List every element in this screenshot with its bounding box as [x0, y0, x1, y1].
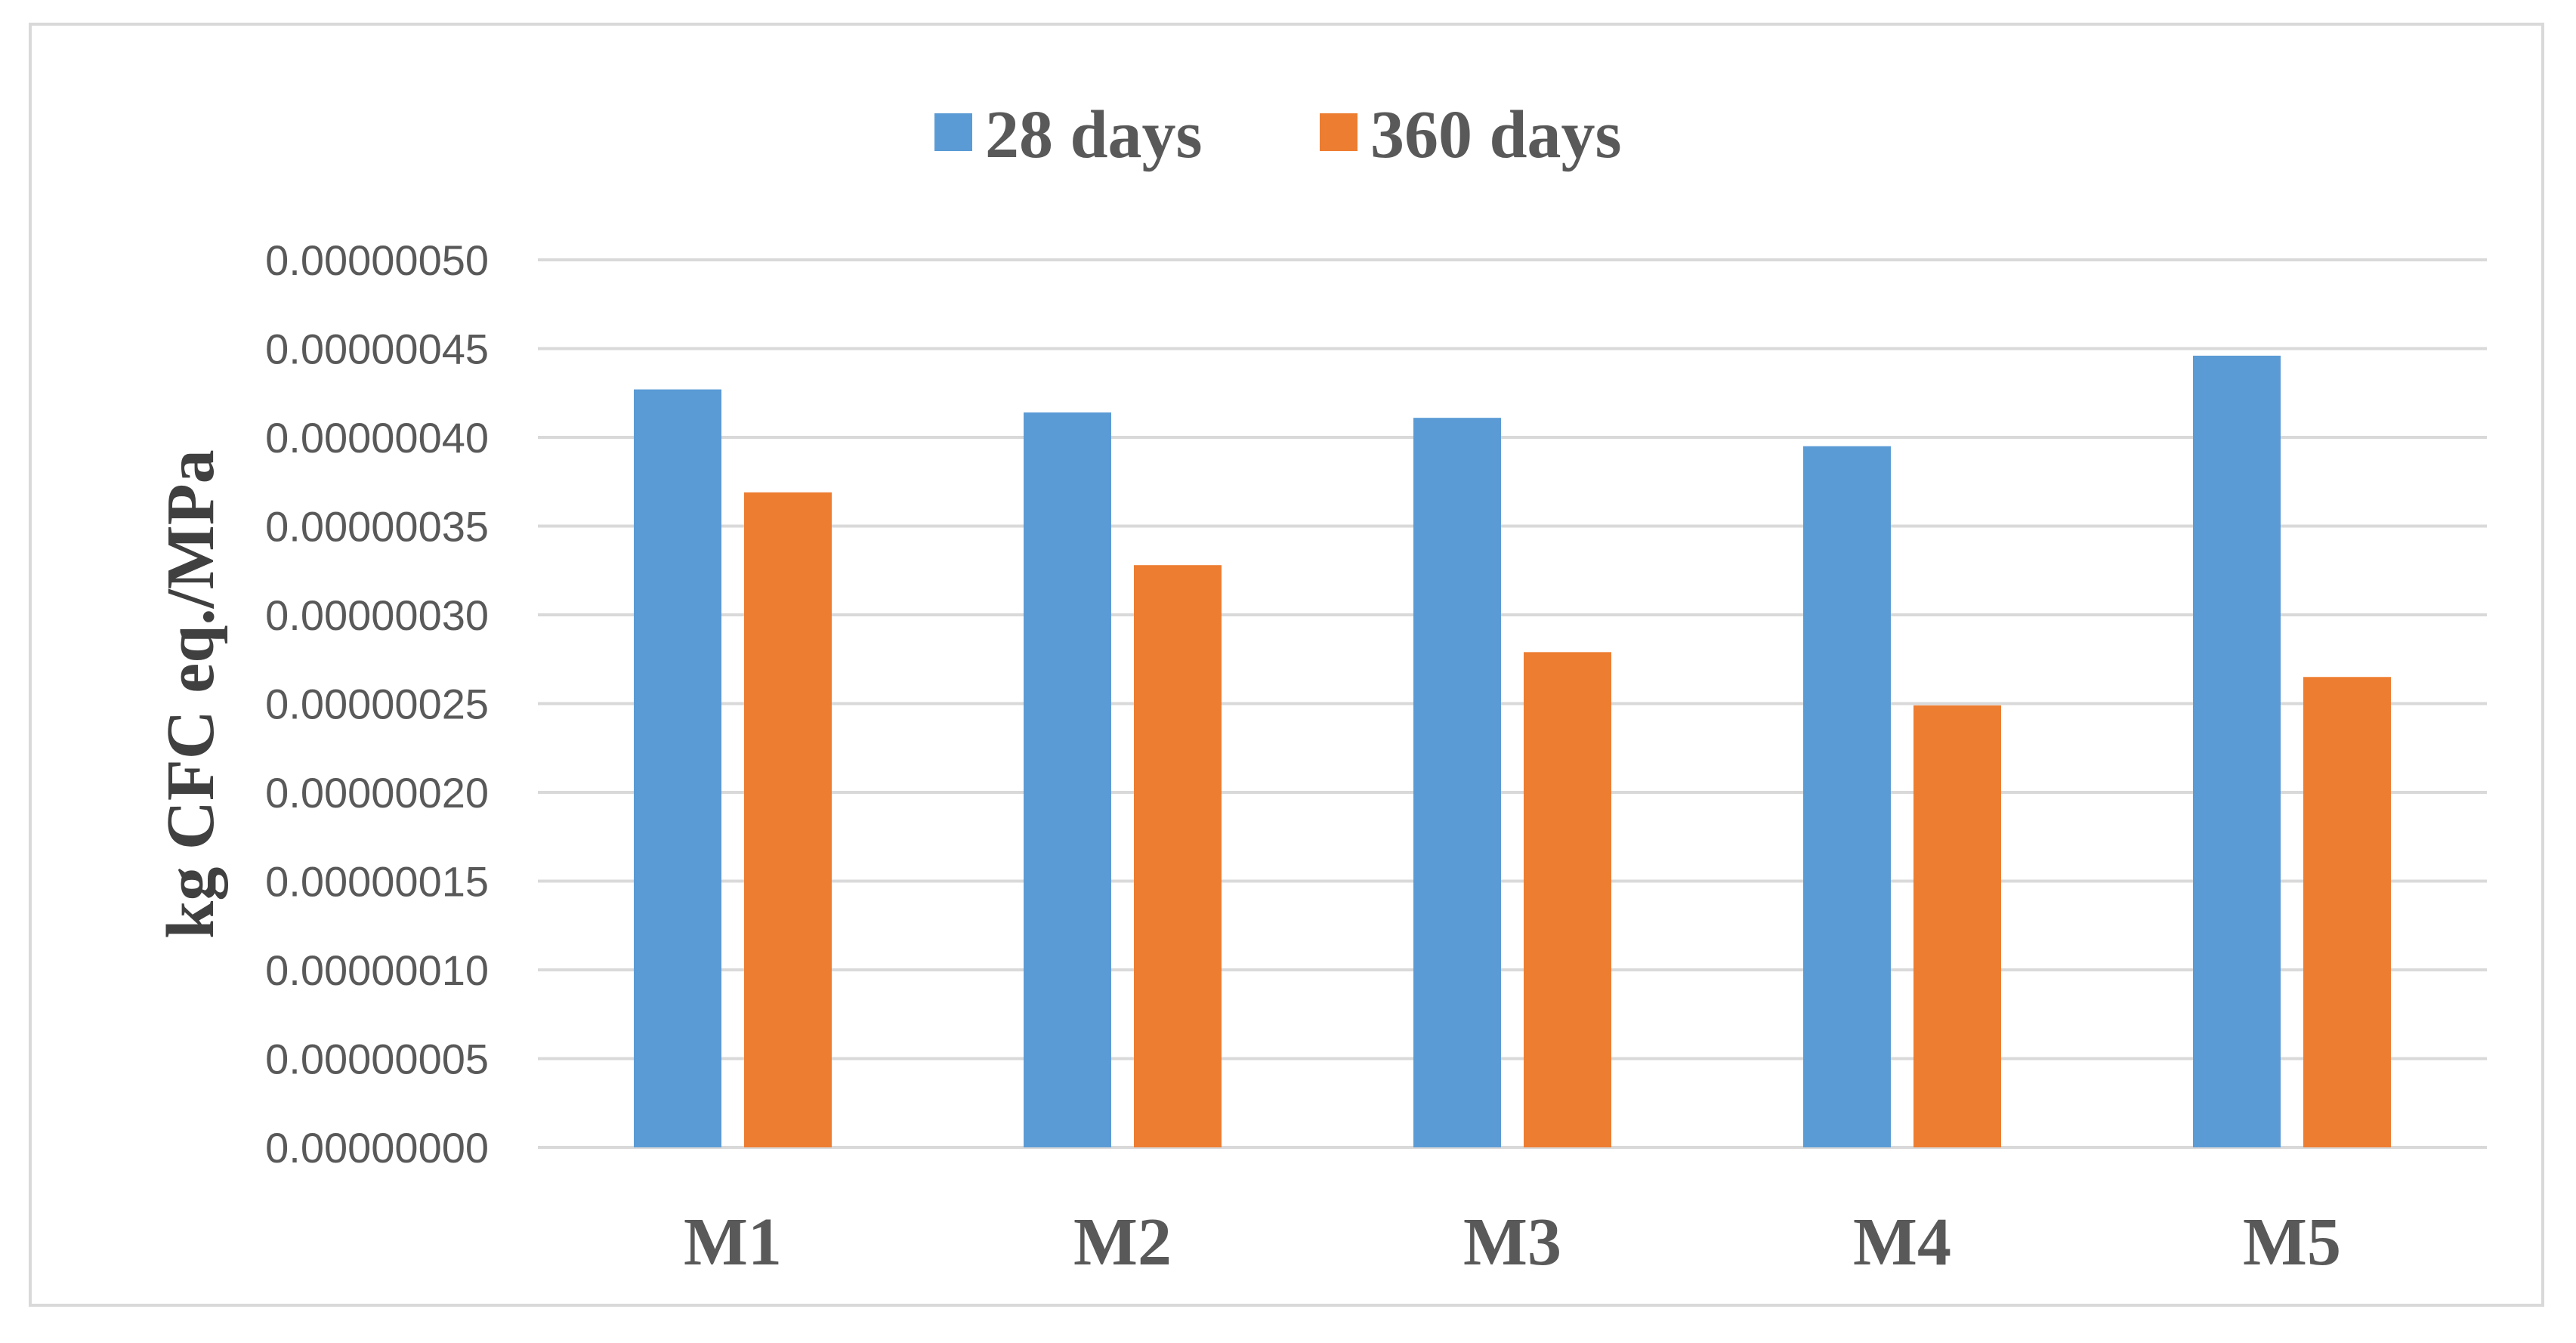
bar-m4-series-2: [1913, 705, 2001, 1147]
bar-m2-series-2: [1134, 565, 1222, 1147]
bar-m5-series-2: [2303, 677, 2391, 1147]
y-tick-label: 0.00000050: [265, 236, 489, 284]
gridlines: [538, 258, 2487, 1149]
chart-frame: 0.00000000 0.00000005 0.00000010 0.00000015…: [29, 23, 2544, 1307]
legend-swatch-series-1: [934, 113, 972, 151]
legend-label-series-2: 360 days: [1370, 97, 1622, 172]
legend-label-series-1: 28 days: [985, 97, 1203, 172]
x-category-label: M4: [1853, 1205, 1951, 1280]
y-tick-label: 0.00000025: [265, 681, 489, 728]
bar-m2-series-1: [1024, 412, 1111, 1147]
x-category-label: M5: [2243, 1205, 2341, 1280]
x-category-label: M3: [1463, 1205, 1561, 1280]
y-axis-ticks: 0.00000000 0.00000005 0.00000010 0.00000015…: [265, 236, 489, 1172]
bar-m3-series-2: [1524, 652, 1611, 1147]
y-tick-label: 0.00000035: [265, 503, 489, 551]
legend: 28 days 360 days: [934, 97, 1622, 172]
bar-m3-series-1: [1413, 418, 1501, 1147]
bars: [634, 355, 2391, 1147]
x-category-label: M2: [1073, 1205, 1172, 1280]
y-tick-label: 0.00000040: [265, 414, 489, 462]
legend-swatch-series-2: [1320, 113, 1357, 151]
bar-chart: 0.00000000 0.00000005 0.00000010 0.00000015…: [153, 97, 2487, 1280]
y-tick-label: 0.00000045: [265, 326, 489, 373]
bar-m1-series-2: [744, 492, 832, 1147]
x-category-label: M1: [684, 1205, 782, 1280]
bar-m4-series-1: [1803, 446, 1891, 1147]
y-tick-label: 0.00000020: [265, 769, 489, 817]
y-tick-label: 0.00000005: [265, 1036, 489, 1083]
y-tick-label: 0.00000015: [265, 858, 489, 906]
bar-m1-series-1: [634, 389, 721, 1147]
y-tick-label: 0.00000000: [265, 1124, 489, 1172]
x-axis-categories: M1 M2 M3 M4 M5: [684, 1205, 2341, 1280]
y-tick-label: 0.00000030: [265, 591, 489, 639]
y-axis-title: kg CFC eq./MPa: [153, 449, 228, 938]
bar-m5-series-1: [2193, 355, 2281, 1147]
y-tick-label: 0.00000010: [265, 946, 489, 994]
